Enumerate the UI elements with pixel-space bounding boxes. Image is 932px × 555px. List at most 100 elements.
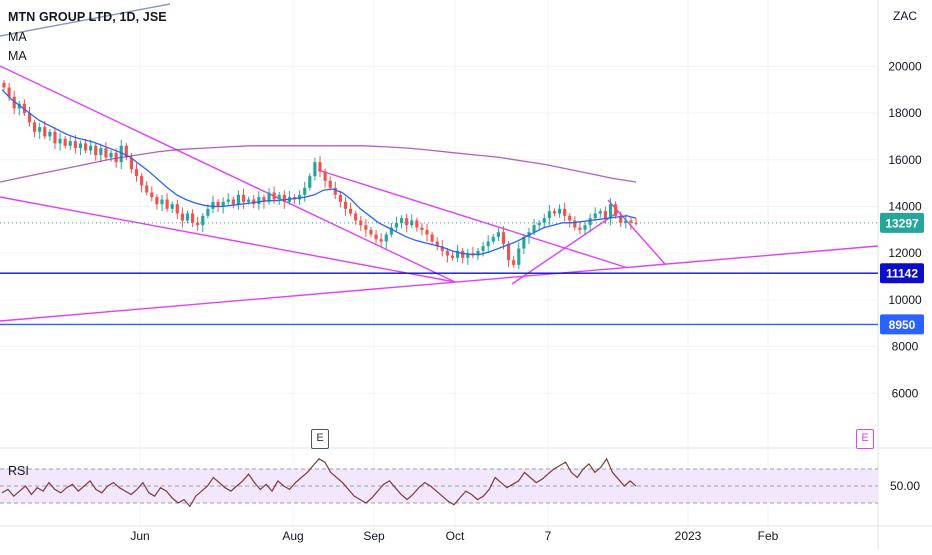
candle-body xyxy=(185,213,190,221)
candle-body xyxy=(415,220,419,228)
candle-body xyxy=(155,197,159,205)
candle-body xyxy=(547,211,551,219)
ma-slow-line xyxy=(0,145,637,183)
rsi-group xyxy=(1,457,637,508)
candle-body xyxy=(354,213,358,221)
candle-body xyxy=(598,211,602,214)
time-tick-label: Aug xyxy=(282,529,303,543)
candle-body xyxy=(43,127,47,137)
rsi-band xyxy=(0,469,878,503)
rsi-indicator-label[interactable]: RSI xyxy=(8,464,29,478)
time-tick-label: Oct xyxy=(446,529,465,543)
candle-body xyxy=(517,248,521,265)
candle-body xyxy=(78,143,83,149)
time-tick-label: Feb xyxy=(758,529,779,543)
candle-body xyxy=(583,225,587,230)
candle-body xyxy=(201,215,205,226)
candle-body xyxy=(145,185,149,193)
candle-body xyxy=(374,234,378,240)
candle-body xyxy=(532,225,536,233)
candle-group xyxy=(2,79,638,270)
candle-body xyxy=(389,227,393,235)
time-tick-label: 2023 xyxy=(675,529,702,543)
price-badge xyxy=(880,212,924,233)
candle-body xyxy=(170,204,174,209)
candle-body xyxy=(501,232,506,244)
candle-body xyxy=(445,250,449,256)
candle-body xyxy=(17,103,21,109)
chart-symbol-title[interactable]: MTN GROUP LTD, 1D, JSE xyxy=(8,10,167,24)
price-tick-label: 6000 xyxy=(892,386,919,400)
candle-body xyxy=(603,211,607,219)
candle-body xyxy=(338,194,342,202)
candle-body xyxy=(405,218,409,226)
legend-ma-slow[interactable]: MA xyxy=(8,49,27,63)
candle-body xyxy=(379,239,383,242)
candle-body xyxy=(568,215,572,221)
trendline xyxy=(511,211,619,285)
candle-body xyxy=(308,176,312,188)
candle-body xyxy=(461,250,465,258)
time-tick-label: 7 xyxy=(545,529,552,543)
candle-body xyxy=(236,194,241,205)
legend-ma-fast[interactable]: MA xyxy=(8,30,27,44)
candle-body xyxy=(114,152,118,163)
candle-body xyxy=(73,141,77,149)
price-axis-currency: ZAC xyxy=(893,9,917,23)
price-badge-label: 8950 xyxy=(889,318,916,332)
candle-body xyxy=(552,211,557,214)
candle-body xyxy=(63,138,67,146)
candle-body xyxy=(410,220,414,226)
time-tick-label: Jun xyxy=(130,529,149,543)
candle-body xyxy=(221,201,225,207)
candle-body xyxy=(150,192,154,198)
price-tick-label: 14000 xyxy=(888,199,922,213)
candle-body xyxy=(124,145,128,158)
candle-body xyxy=(303,187,307,195)
candle-body xyxy=(33,122,37,132)
candle-body xyxy=(282,194,286,202)
price-badge-label: 11142 xyxy=(886,267,918,281)
candle-body xyxy=(619,215,623,223)
candle-body xyxy=(109,152,113,158)
candle-body xyxy=(323,171,327,181)
candle-body xyxy=(486,241,490,247)
moving-average-group xyxy=(0,89,637,256)
price-badge xyxy=(880,314,924,335)
rsi-line xyxy=(1,457,637,508)
trendline-group xyxy=(0,3,879,326)
candle-body xyxy=(573,220,577,228)
candle-body xyxy=(608,204,613,219)
trendline xyxy=(0,65,456,283)
candle-body xyxy=(252,199,256,205)
candle-body xyxy=(542,218,546,223)
candle-body xyxy=(211,201,215,209)
candle-body xyxy=(634,222,638,224)
candle-body xyxy=(191,213,195,223)
time-tick-label: Sep xyxy=(363,529,385,543)
price-badge xyxy=(880,263,924,284)
earnings-event-icon[interactable]: E xyxy=(311,429,329,449)
candle-body xyxy=(614,204,618,216)
candle-body xyxy=(491,236,495,242)
upcoming-earnings-icon[interactable]: E xyxy=(856,429,874,449)
candle-body xyxy=(496,232,500,237)
candle-body xyxy=(349,208,353,214)
candle-body xyxy=(180,213,184,221)
candle-body xyxy=(333,187,337,195)
candle-body xyxy=(104,148,108,158)
candle-body xyxy=(481,246,485,251)
candle-body xyxy=(241,194,246,202)
candle-body xyxy=(277,194,281,200)
trendline xyxy=(0,196,456,283)
candle-body xyxy=(624,220,628,223)
price-tick-label: 10000 xyxy=(888,293,922,307)
candle-body xyxy=(522,236,526,249)
candle-body xyxy=(58,138,62,144)
candle-body xyxy=(359,220,363,226)
axis-group: ZAC 20000 18000 16000 14000 12000 10000 8000 600… xyxy=(130,9,924,543)
candle-body xyxy=(430,234,434,242)
candle-body xyxy=(89,145,93,151)
